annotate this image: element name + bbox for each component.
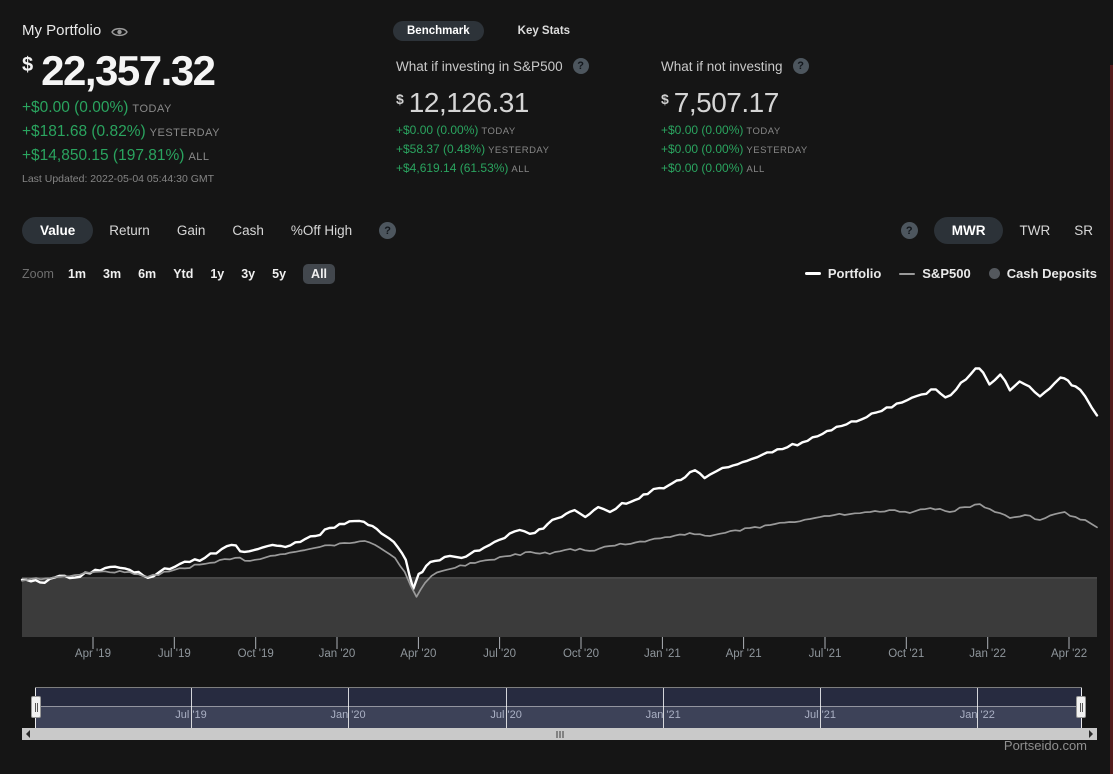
chart-scrollbar[interactable]: [22, 728, 1097, 740]
change-today: +$0.00 (0.00%) TODAY: [22, 99, 172, 116]
navigator-right-handle[interactable]: [1076, 696, 1086, 718]
x-axis-label: Apr '19: [74, 648, 111, 660]
navigator-label: Jul '19: [175, 709, 207, 721]
page-scrollbar-strip: [1110, 65, 1113, 774]
card-title: What if not investing: [661, 58, 783, 74]
navigator-label: Jul '21: [804, 709, 836, 721]
series-s-p500: [21, 503, 1098, 598]
sp500-line-marker: [899, 272, 916, 275]
benchmark-card-sp500: What if investing in S&P500 ? $ 12,126.3…: [396, 58, 646, 175]
change-yesterday: +$0.00 (0.00%) YESTERDAY: [661, 142, 808, 156]
change-today: +$0.00 (0.00%) TODAY: [661, 123, 781, 137]
page-title: My Portfolio: [22, 22, 102, 39]
scrollbar-grip-icon[interactable]: [556, 730, 563, 738]
navigator-gridline: [820, 688, 822, 728]
tab-value[interactable]: Value: [22, 217, 94, 244]
last-updated: Last Updated: 2022-05-04 05:44:30 GMT: [22, 173, 215, 185]
x-axis-label: Jan '20: [318, 648, 356, 660]
legend-portfolio[interactable]: Portfolio: [804, 266, 881, 281]
navigator-series-line: [35, 706, 1082, 707]
change-all: +$0.00 (0.00%) ALL: [661, 161, 765, 175]
change-all: +$4,619.14 (61.53%) ALL: [396, 161, 530, 175]
x-axis-label: Jul '19: [157, 648, 191, 660]
range-navigator[interactable]: Jul '19 Jan '20 Jul '20 Jan '21 Jul '21 Jan '…: [31, 687, 1086, 728]
change-all: +$14,850.15 (197.81%) ALL: [22, 147, 210, 164]
navigator-label: Jan '20: [330, 709, 366, 721]
legend-sp500[interactable]: S&P500: [899, 266, 971, 281]
x-axis-label: Apr '20: [400, 648, 437, 660]
benchmark-card-not-investing: What if not investing ? $ 7,507.17 +$0.0…: [661, 58, 911, 175]
currency-symbol: $: [396, 91, 404, 107]
x-axis-label: Jul '20: [483, 648, 517, 660]
tab-key-stats[interactable]: Key Stats: [517, 25, 571, 37]
tab-gain[interactable]: Gain: [176, 223, 206, 238]
series-portfolio: [20, 367, 1099, 590]
navigator-left-handle[interactable]: [31, 696, 41, 718]
help-icon[interactable]: ?: [379, 222, 397, 239]
benchmark-value: 7,507.17: [673, 87, 780, 118]
currency-symbol: $: [22, 54, 34, 76]
x-axis-label: Jan '22: [969, 648, 1007, 660]
portfolio-value: 22,357.32: [41, 47, 216, 94]
benchmark-value: 12,126.31: [408, 87, 530, 118]
tab-mwr[interactable]: MWR: [933, 217, 1004, 244]
visibility-eye-icon[interactable]: [111, 26, 129, 38]
x-axis-label: Oct '19: [237, 648, 274, 660]
navigator-label: Jan '21: [645, 709, 681, 721]
tab-return[interactable]: Return: [109, 223, 150, 238]
help-icon[interactable]: ?: [900, 222, 918, 239]
cash-deposits-area: [22, 577, 1097, 637]
tab-off-high[interactable]: %Off High: [290, 223, 353, 238]
navigator-gridline: [663, 688, 665, 728]
zoom-ytd[interactable]: Ytd: [173, 267, 194, 281]
currency-symbol: $: [661, 91, 669, 107]
navigator-gridline: [506, 688, 508, 728]
zoom-1y[interactable]: 1y: [210, 267, 225, 281]
navigator-label: Jul '20: [490, 709, 522, 721]
zoom-label: Zoom: [22, 267, 54, 281]
legend-cash-deposits[interactable]: Cash Deposits: [988, 266, 1097, 281]
x-axis-label: Jul '21: [808, 648, 842, 660]
help-icon[interactable]: ?: [572, 58, 589, 74]
tab-cash[interactable]: Cash: [232, 223, 264, 238]
change-today: +$0.00 (0.00%) TODAY: [396, 123, 516, 137]
x-axis-label: Apr '21: [725, 648, 762, 660]
help-icon[interactable]: ?: [792, 58, 809, 74]
navigator-gridline: [191, 688, 192, 728]
zoom-3m[interactable]: 3m: [103, 267, 122, 281]
x-axis-label: Oct '20: [562, 648, 600, 660]
tab-sr[interactable]: SR: [1074, 223, 1093, 238]
navigator-upper-band: [35, 688, 1082, 707]
zoom-bar: Zoom 1m 3m 6m Ytd 1y 3y 5y All: [22, 264, 336, 284]
navigator-label: Jan '22: [959, 709, 995, 721]
x-axis-label: Apr '22: [1051, 648, 1088, 660]
portfolio-summary: My Portfolio $ 22,357.32 +$0.00 (0.00%) T…: [22, 22, 382, 185]
navigator-gridline: [348, 688, 350, 728]
portfolio-line-marker: [804, 272, 821, 275]
zoom-all[interactable]: All: [303, 264, 336, 284]
zoom-6m[interactable]: 6m: [138, 267, 157, 281]
zoom-3y[interactable]: 3y: [241, 267, 256, 281]
chart-legend: Portfolio S&P500 Cash Deposits: [804, 266, 1097, 281]
metric-tabs: Value Return Gain Cash %Off High ?: [22, 217, 397, 244]
change-yesterday: +$58.37 (0.48%) YESTERDAY: [396, 142, 550, 156]
x-axis-label: Oct '21: [888, 648, 925, 660]
tab-benchmark[interactable]: Benchmark: [393, 21, 484, 41]
scrollbar-right-arrow-icon[interactable]: [1089, 730, 1093, 738]
change-yesterday: +$181.68 (0.82%) YESTERDAY: [22, 123, 220, 140]
tab-twr[interactable]: TWR: [1019, 223, 1051, 238]
card-title: What if investing in S&P500: [396, 58, 563, 74]
x-axis-label: Jan '21: [644, 648, 681, 660]
benchmark-tabs: Benchmark Key Stats: [393, 21, 580, 41]
navigator-gridline: [977, 688, 979, 728]
cash-deposits-marker: [988, 268, 1000, 279]
rate-tabs: ? MWR TWR SR: [900, 217, 1093, 244]
scrollbar-left-arrow-icon[interactable]: [26, 730, 30, 738]
zoom-5y[interactable]: 5y: [272, 267, 287, 281]
watermark: Portseido.com: [1003, 738, 1087, 753]
zoom-1m[interactable]: 1m: [67, 267, 87, 281]
